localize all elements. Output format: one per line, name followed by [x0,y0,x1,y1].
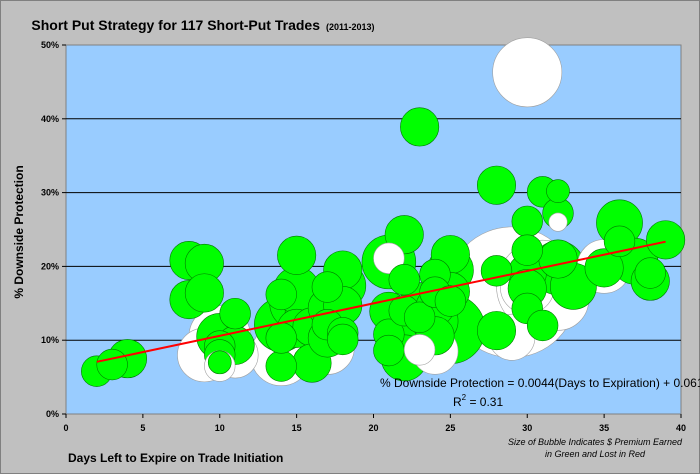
y-axis-label: % Downside Protection [12,165,26,298]
chart-title: Short Put Strategy for 117 Short-Put Tra… [31,17,374,33]
regression-annotation: % Downside Protection = 0.0044(Days to E… [380,376,700,409]
note-line-1: Size of Bubble Indicates $ Premium Earne… [508,437,683,447]
y-axis-ticks: 0% 10% 20% 30% 40% 50% [41,40,66,419]
bubble-gain [265,278,297,311]
bubble-gain [526,309,559,342]
r-squared-prefix: R [453,395,462,409]
y-tick-label: 50% [41,40,59,50]
trend-line [96,240,666,363]
note-line-2: in Green and Lost in Red [545,449,646,459]
y-tick-label: 20% [41,261,59,271]
bubble-gain [400,107,440,147]
x-tick-label: 0 [63,423,68,433]
x-tick-label: 40 [676,423,686,433]
x-tick-label: 15 [292,423,302,433]
bubble-loss [403,334,436,366]
bubble-gain [311,271,344,303]
x-tick-label: 10 [215,423,225,433]
x-tick-label: 5 [140,423,145,433]
bubble-gain [207,350,232,375]
x-tick-label: 35 [599,423,609,433]
bubble-loss [373,242,405,274]
y-tick-label: 0% [46,409,59,419]
bubble-gain [634,257,666,289]
bubble-gain [373,334,405,367]
bubble-gain [646,220,686,260]
x-tick-label: 30 [522,423,532,433]
title-text: Short Put Strategy for 117 Short-Put Tra… [31,17,320,33]
r-squared-value: = 0.31 [466,395,503,409]
bubble-gain [476,311,517,351]
r-squared-text: R2 = 0.31 [453,393,503,409]
bubble-gain [277,235,317,275]
plot-area [65,44,682,415]
x-tick-label: 25 [445,423,455,433]
x-axis-label: Days Left to Expire on Trade Initiation [68,451,283,465]
y-tick-label: 30% [41,188,59,198]
bubble-gain [327,323,359,356]
bubble-gain [546,179,570,203]
bubble-gain [511,205,543,238]
bubble-gain [476,165,517,205]
x-tick-label: 20 [368,423,378,433]
bubble-gain [184,273,224,313]
bubble-gain [388,264,420,296]
r-squared-superscript: 2 [462,393,467,402]
bubble-gain [480,255,513,287]
y-tick-label: 10% [41,335,59,345]
bubble-gain [265,322,297,354]
y-tick-label: 40% [41,114,59,124]
bubble-loss [548,212,568,232]
bubble-gain [434,285,467,317]
bubble-loss [492,37,563,108]
equation-text: % Downside Protection = 0.0044(Days to E… [380,376,700,390]
bubble-gain [403,301,436,333]
subtitle-text: (2011-2013) [326,22,375,32]
bubble-gain [538,239,578,279]
bubble-size-note: Size of Bubble Indicates $ Premium Earne… [508,437,683,459]
bubble-gain [219,297,251,330]
bubble-gain [265,350,297,382]
x-axis-ticks: 0 5 10 15 20 25 30 35 40 [63,414,686,433]
bubble-gain [584,248,624,288]
bubble-gain [96,348,128,381]
bubble-gain [511,234,543,266]
